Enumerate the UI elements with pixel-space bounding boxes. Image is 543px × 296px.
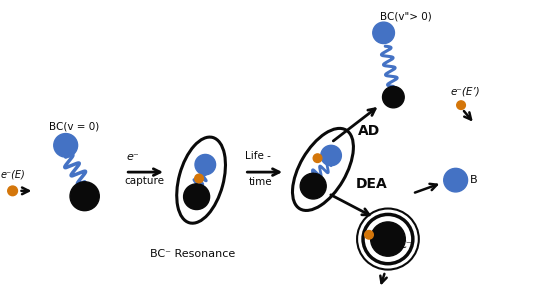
Text: Life -: Life - [245,151,271,161]
Circle shape [70,182,99,211]
Circle shape [54,133,78,157]
Circle shape [457,101,465,110]
Text: B: B [470,175,477,185]
Text: time: time [249,178,273,187]
Circle shape [373,22,394,44]
Circle shape [444,168,468,192]
Circle shape [321,145,342,166]
Text: BC(v = 0): BC(v = 0) [49,121,100,131]
Circle shape [365,231,374,239]
Circle shape [195,174,204,183]
Text: e⁻(E’): e⁻(E’) [450,86,480,96]
Text: capture: capture [124,176,164,186]
Circle shape [195,155,216,175]
Text: BC(v"> 0): BC(v"> 0) [380,12,432,21]
Text: DEA: DEA [356,177,387,191]
Text: e⁻: e⁻ [127,152,139,162]
Text: BC⁻ Resonance: BC⁻ Resonance [150,249,235,259]
Circle shape [300,173,326,199]
Circle shape [8,186,17,196]
Circle shape [184,184,210,210]
Text: AD: AD [358,124,381,138]
Circle shape [371,222,405,256]
Text: e⁻(E): e⁻(E) [1,170,26,179]
Text: C⁻: C⁻ [399,240,412,250]
Circle shape [313,154,322,163]
Circle shape [382,86,404,108]
